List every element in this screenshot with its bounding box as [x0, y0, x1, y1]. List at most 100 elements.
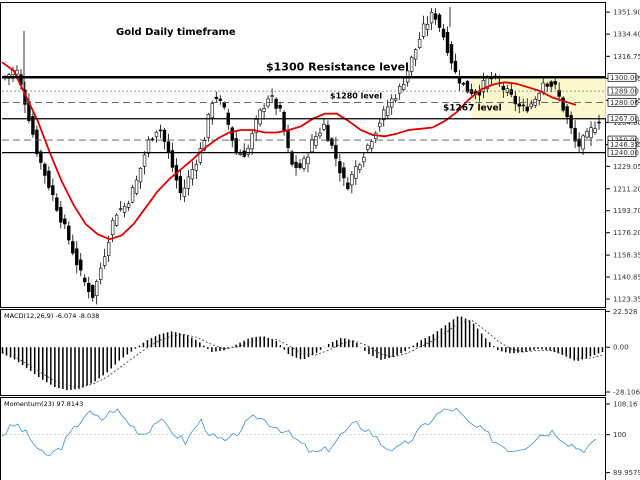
candle-body [330, 138, 334, 146]
candle-body [55, 197, 59, 211]
candle-body [238, 153, 242, 156]
candle-body [386, 106, 390, 117]
candle-body [421, 23, 426, 37]
candle-body [382, 109, 386, 121]
level-label-1300: $1300 Resistance level [266, 60, 409, 73]
candle-body [525, 106, 529, 112]
candle-body [429, 11, 434, 24]
candle-body [286, 129, 290, 149]
macd-tick-label: 0.00 [613, 344, 629, 352]
candle-body [326, 124, 330, 142]
candle-body [91, 285, 95, 298]
candle-body [79, 259, 83, 271]
candle-body [242, 150, 246, 157]
candle-body [593, 128, 597, 134]
momentum-title: Momentum(23) 97.8143 [4, 400, 83, 408]
candle-body [501, 85, 506, 91]
candle-body [465, 80, 470, 93]
moving-average-line [1, 61, 577, 241]
candle-body [138, 168, 143, 183]
candle-body [441, 28, 446, 38]
candle-body [214, 96, 218, 99]
candle-body [94, 281, 99, 296]
current-price-tag [607, 140, 637, 149]
candle-body [102, 256, 107, 266]
candle-body [278, 105, 282, 109]
momentum-tick-label: 89.9579 [613, 469, 640, 477]
candle-body [190, 168, 195, 180]
candle-body [106, 241, 111, 256]
candle-body [378, 122, 382, 128]
level-price-tag [607, 86, 637, 96]
price-tick-label: 1229.05 [613, 163, 640, 171]
price-panel-frame [0, 2, 606, 308]
candle-body [142, 154, 147, 167]
candle-body [314, 136, 318, 146]
candle-body [342, 167, 346, 179]
candle-body [210, 103, 215, 119]
candle-body [589, 127, 593, 139]
candle-body [178, 176, 183, 194]
candle-body [39, 151, 43, 163]
candle-body [198, 148, 203, 163]
macd-panel-frame [0, 309, 606, 396]
candle-body [513, 95, 517, 105]
candle-body [306, 156, 310, 165]
candle-body [234, 138, 238, 154]
candle-body [250, 133, 254, 150]
candle-body [509, 89, 514, 95]
candle-body [222, 103, 226, 108]
candle-body [258, 109, 262, 125]
momentum-panel-frame [0, 397, 606, 480]
candle-body [585, 131, 589, 138]
candle-body [338, 161, 342, 174]
candle-body [334, 145, 338, 159]
candle-body [597, 121, 601, 124]
candle-body [43, 163, 47, 176]
candle-body [166, 141, 171, 153]
candle-body [87, 282, 91, 293]
candle-body [302, 158, 306, 169]
candle-body [354, 166, 358, 179]
candle-body [401, 84, 406, 90]
price-tick-label: 1176.20 [613, 229, 640, 237]
candle-body [537, 92, 541, 101]
candle-body [67, 225, 71, 241]
candle-body [146, 139, 151, 154]
candle-body [186, 176, 191, 189]
candle-body [51, 185, 55, 196]
price-tick-label: 1140.85 [613, 274, 640, 282]
candle-body [294, 161, 298, 168]
candle-body [262, 108, 266, 112]
candle-body [358, 164, 362, 170]
candle-body [350, 174, 354, 186]
candle-body [98, 267, 103, 280]
chart-title: Gold Daily timeframe [116, 27, 236, 38]
candle-body [561, 97, 565, 111]
candle-body [549, 81, 553, 87]
macd-tick-label: -28.106 [613, 388, 640, 396]
candle-body [35, 129, 39, 155]
candle-body [206, 114, 211, 138]
candle-body [202, 140, 207, 151]
candle-body [122, 206, 127, 213]
candle-body [461, 82, 466, 85]
candle-body [158, 129, 163, 132]
level-price-tag [607, 114, 637, 124]
candle-body [453, 60, 458, 73]
candle-body [346, 182, 350, 190]
level-price-tag [607, 98, 637, 107]
price-tick-label: 1211.20 [613, 185, 640, 193]
level-price-tag-label: 1289.00 [610, 88, 639, 96]
candle-body [134, 179, 139, 194]
candle-body [370, 141, 374, 149]
candle-body [469, 89, 474, 94]
candle-body [270, 95, 274, 97]
price-tick-label: 1316.75 [613, 53, 640, 61]
momentum-tick-label: 108.16 [613, 400, 638, 408]
candle-body [230, 127, 234, 141]
momentum-tick-label: 100 [613, 431, 626, 439]
level-price-tag-label: 1280.00 [610, 99, 639, 107]
candle-body [417, 38, 422, 48]
